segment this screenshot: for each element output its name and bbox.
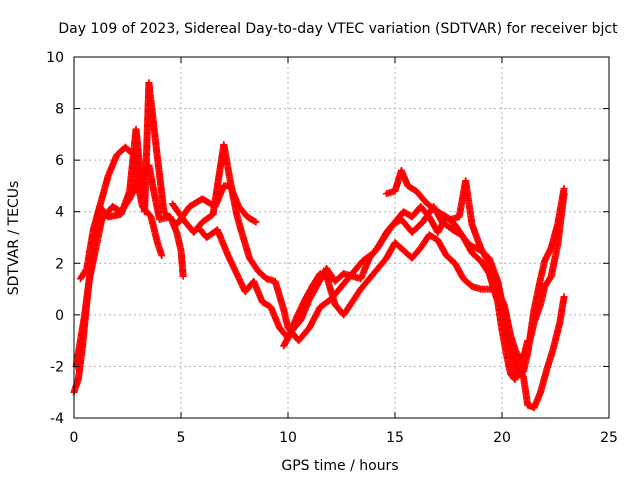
data-point: [252, 218, 260, 226]
series-track-3: [76, 79, 260, 283]
data-point: [560, 190, 568, 198]
x-tick-label: 0: [70, 430, 79, 446]
y-tick-label: 0: [55, 308, 64, 324]
data-point: [560, 293, 568, 301]
series-track-6: [280, 203, 532, 383]
plot-frame: [73, 56, 610, 419]
y-tick-label: 8: [55, 102, 64, 118]
y-tick-label: 4: [55, 205, 64, 221]
axis-ticks: 0 5 10 15 20 25 -4 -2 0 2 4 6 8 10: [46, 50, 618, 446]
data-point: [179, 272, 187, 280]
data-point: [524, 337, 532, 345]
y-axis-title: SDTVAR / TECUs: [6, 181, 22, 296]
data-point: [158, 252, 166, 260]
data-point-marker: [250, 217, 258, 225]
y-tick-label: 2: [55, 256, 64, 272]
x-tick-label: 5: [177, 430, 186, 446]
x-tick-label: 15: [386, 430, 404, 446]
chart-title: Day 109 of 2023, Sidereal Day-to-day VTE…: [58, 21, 618, 37]
x-tick-label: 25: [600, 430, 618, 446]
x-tick-label: 20: [493, 430, 511, 446]
data-points: [70, 79, 568, 412]
y-tick-label: 10: [46, 50, 64, 66]
x-axis-title: GPS time / hours: [281, 458, 398, 474]
y-tick-label: -2: [50, 359, 64, 375]
y-tick-label: 6: [55, 153, 64, 169]
series-track-7: [382, 166, 568, 412]
x-tick-label: 10: [279, 430, 297, 446]
y-tick-label: -4: [50, 411, 64, 427]
